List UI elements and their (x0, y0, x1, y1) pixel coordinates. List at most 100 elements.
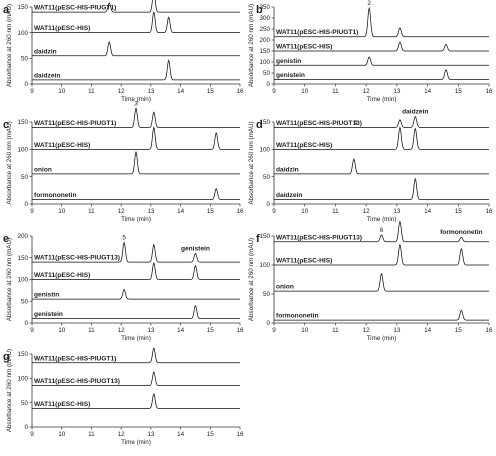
x-tick-label: 16 (236, 208, 244, 215)
x-tick-label: 15 (207, 327, 215, 334)
chart-panel-c: c 9 10 11 12 13 14 15 16 0 50 100 150 Time (min) Absor… (3, 100, 244, 223)
trace-label: WAT11(pESC-HIS) (34, 401, 90, 408)
y-tick-label: 350 (259, 4, 270, 11)
y-tick-label: 50 (21, 56, 29, 63)
trace-label: daidzin (276, 166, 299, 173)
x-axis-title: Time (min) (121, 439, 151, 446)
x-tick-label: 12 (363, 88, 371, 95)
x-tick-label: 12 (118, 327, 126, 334)
trace-label: onion (276, 284, 294, 291)
x-axis-title: Time (min) (367, 216, 397, 223)
panel-letter: a (3, 4, 10, 16)
x-tick-label: 13 (393, 327, 401, 334)
chromatogram-trace (274, 69, 489, 80)
chromatogram-trace (274, 41, 489, 52)
x-tick-label: 11 (88, 208, 95, 215)
chromatogram-trace (274, 56, 489, 66)
x-tick-label: 10 (301, 327, 309, 334)
peak-annotation: 6 (380, 227, 384, 234)
peak-annotation: 5 (122, 235, 126, 242)
chromatogram-trace (32, 11, 240, 34)
trace-label: daidzein (34, 72, 60, 79)
panel-letter: b (256, 4, 263, 16)
y-tick-label: 0 (266, 320, 270, 327)
trace-label: genistein (34, 311, 63, 318)
chart-panel-f: f 9 10 11 12 13 14 15 16 0 50 100 150 Time (min) Absor… (248, 220, 493, 342)
x-tick-label: 10 (58, 208, 66, 215)
trace-label: formononetin (276, 313, 319, 320)
x-tick-label: 9 (272, 208, 276, 215)
chart-panel-b: b 9 10 11 12 13 14 15 16 0 50 100 150 200 250 300 350 Tim… (248, 0, 493, 103)
x-tick-label: 9 (272, 327, 276, 334)
x-tick-label: 14 (424, 88, 432, 95)
y-tick-label: 0 (24, 201, 28, 208)
axis-lines (273, 236, 489, 324)
x-tick-label: 16 (485, 208, 493, 215)
y-tick-label: 50 (263, 291, 271, 298)
chart-panel-g: g 9 10 11 12 13 14 15 16 0 50 100 150 Time (min) Absor… (3, 347, 244, 446)
chromatogram-trace (274, 272, 489, 292)
y-axis-title: Absorbance at 260 nm (mAU) (248, 4, 255, 87)
trace-label: WAT11(pESC-HIS-PIUGT13) (276, 234, 362, 241)
chromatogram-trace (32, 288, 240, 300)
y-tick-label: 150 (17, 351, 28, 358)
x-tick-label: 16 (485, 88, 493, 95)
chromatogram-trace (274, 309, 489, 321)
x-tick-label: 12 (118, 208, 126, 215)
y-tick-label: 50 (21, 174, 29, 181)
y-tick-label: 100 (259, 262, 270, 269)
peak-annotation: genistein (181, 245, 210, 252)
trace-label: genistin (276, 58, 301, 65)
x-tick-label: 15 (207, 431, 215, 438)
chromatogram-trace (274, 6, 489, 38)
x-axis-title: Time (min) (367, 96, 397, 103)
x-tick-label: 13 (147, 208, 155, 215)
x-tick-label: 16 (485, 327, 493, 334)
x-tick-label: 13 (147, 88, 155, 95)
chromatogram-trace (274, 115, 489, 128)
chromatogram-trace (274, 177, 489, 201)
x-tick-label: 16 (236, 431, 244, 438)
y-tick-label: 50 (21, 400, 29, 407)
x-tick-label: 15 (207, 208, 215, 215)
panel-letter: e (3, 233, 9, 245)
x-axis-title: Time (min) (367, 335, 397, 342)
y-tick-label: 100 (17, 277, 28, 284)
trace-label: WAT11(pESC-HIS) (276, 44, 332, 51)
x-tick-label: 11 (88, 88, 95, 95)
trace-label: daidzin (34, 48, 57, 55)
chromatogram-trace (274, 126, 489, 150)
y-axis-title: Absorbance at 260 nm (mAU) (6, 349, 13, 432)
axis-lines (273, 122, 489, 205)
peak-annotation: daidzein (402, 109, 428, 116)
y-tick-label: 100 (259, 59, 270, 66)
chromatogram-trace (32, 150, 240, 175)
chromatogram-trace (32, 371, 240, 387)
y-tick-label: 150 (259, 48, 270, 55)
y-tick-label: 50 (21, 298, 29, 305)
x-tick-label: 11 (332, 208, 339, 215)
peak-annotation: 4 (354, 119, 358, 126)
x-tick-label: 11 (88, 431, 95, 438)
y-tick-label: 100 (17, 376, 28, 383)
y-tick-label: 50 (263, 70, 271, 77)
x-tick-label: 9 (30, 208, 34, 215)
x-tick-label: 10 (58, 327, 66, 334)
trace-label: WAT11(pESC-HIS) (276, 142, 332, 149)
trace-label: WAT11(pESC-HIS-PIUGT1) (34, 355, 116, 362)
peak-annotation: 3 (134, 100, 138, 107)
y-axis-title: Absorbance at 260 nm (mAU) (6, 4, 13, 87)
chromatogram-trace (32, 262, 240, 280)
y-tick-label: 50 (263, 174, 271, 181)
chromatogram-trace (274, 220, 489, 243)
y-tick-label: 100 (17, 30, 28, 37)
panel-letter: c (3, 119, 9, 131)
x-tick-label: 14 (424, 208, 432, 215)
x-axis-title: Time (min) (121, 96, 151, 103)
chromatogram-trace (32, 393, 240, 409)
x-tick-label: 11 (88, 327, 95, 334)
x-tick-label: 14 (177, 208, 185, 215)
chromatogram-trace (32, 41, 240, 57)
trace-label: WAT11(pESC-HIS) (34, 142, 90, 149)
chromatogram-trace (32, 347, 240, 364)
